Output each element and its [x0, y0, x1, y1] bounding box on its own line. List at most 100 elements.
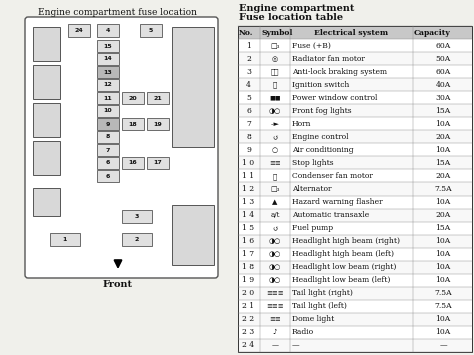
Text: —: — [292, 342, 300, 349]
Bar [97, 92, 119, 104]
Bar [122, 92, 144, 104]
Text: 1: 1 [63, 237, 67, 242]
Text: 6: 6 [246, 107, 251, 115]
Text: 10A: 10A [436, 120, 451, 128]
Text: Symbol: Symbol [261, 28, 292, 37]
Text: 15A: 15A [436, 107, 451, 115]
Text: 3: 3 [246, 68, 251, 76]
Text: No.: No. [239, 28, 254, 37]
Bar [238, 52, 472, 65]
Text: ◑○: ◑○ [269, 276, 281, 284]
Text: 1 9: 1 9 [242, 276, 255, 284]
Text: 4: 4 [106, 28, 110, 33]
Bar [97, 131, 119, 143]
Bar [33, 65, 60, 99]
Text: 12: 12 [104, 82, 112, 87]
Bar [140, 24, 162, 37]
Bar [97, 105, 119, 117]
Text: 2 3: 2 3 [242, 328, 255, 337]
Bar [238, 117, 472, 130]
Text: 9: 9 [246, 146, 251, 154]
Text: 11: 11 [104, 95, 112, 100]
Bar [238, 78, 472, 91]
Text: 1 6: 1 6 [242, 237, 255, 245]
Text: –►: –► [271, 120, 280, 128]
Text: ◑○: ◑○ [269, 250, 281, 258]
Text: 18: 18 [128, 121, 137, 126]
Text: Engine compartment: Engine compartment [239, 4, 355, 13]
Text: 9: 9 [106, 121, 110, 126]
Bar [147, 157, 169, 169]
Text: 15A: 15A [436, 159, 451, 167]
Text: 1 7: 1 7 [242, 250, 255, 258]
Text: Front: Front [103, 280, 133, 289]
Text: ▲: ▲ [272, 198, 278, 206]
Text: 20A: 20A [436, 211, 451, 219]
Text: Tail light (right): Tail light (right) [292, 289, 353, 297]
Text: Engine control: Engine control [292, 133, 348, 141]
Text: 10A: 10A [436, 263, 451, 271]
Text: Headlight low beam (right): Headlight low beam (right) [292, 263, 396, 271]
Text: 4: 4 [246, 81, 251, 89]
Text: 10A: 10A [436, 198, 451, 206]
Text: ≡≡: ≡≡ [269, 315, 281, 323]
Bar [97, 66, 119, 78]
Text: ○: ○ [272, 146, 278, 154]
Text: Headlight high beam (left): Headlight high beam (left) [292, 250, 394, 258]
Text: ♪: ♪ [273, 328, 277, 337]
Bar [33, 103, 60, 137]
Text: 7: 7 [106, 147, 110, 153]
Text: Fuel pump: Fuel pump [292, 224, 333, 232]
Text: ★: ★ [273, 172, 277, 180]
Text: □₃: □₃ [270, 42, 280, 50]
Text: Radiator fan motor: Radiator fan motor [292, 55, 365, 62]
Text: 24: 24 [74, 28, 83, 33]
Bar [122, 157, 144, 169]
Bar [97, 40, 119, 52]
Text: Automatic transaxle: Automatic transaxle [292, 211, 369, 219]
Text: 3: 3 [135, 214, 139, 219]
Bar [97, 118, 119, 130]
Text: 10A: 10A [436, 328, 451, 337]
Text: ◼◼: ◼◼ [269, 94, 281, 102]
Text: 2 2: 2 2 [242, 315, 255, 323]
Text: 60A: 60A [436, 68, 451, 76]
Text: Front fog lights: Front fog lights [292, 107, 352, 115]
Text: 20A: 20A [436, 133, 451, 141]
Text: 13: 13 [104, 70, 112, 75]
Text: 7.5A: 7.5A [434, 185, 452, 193]
Text: □₃: □₃ [270, 185, 280, 193]
Text: 10A: 10A [436, 250, 451, 258]
Text: 8: 8 [246, 133, 251, 141]
Bar [147, 92, 169, 104]
Bar [238, 196, 472, 208]
Text: Air conditioning: Air conditioning [292, 146, 354, 154]
Bar [238, 182, 472, 196]
Text: ↺: ↺ [272, 224, 278, 232]
Text: 6: 6 [106, 160, 110, 165]
Text: 20: 20 [128, 95, 137, 100]
Text: Hazard warning flasher: Hazard warning flasher [292, 198, 383, 206]
Text: 1 8: 1 8 [242, 263, 255, 271]
Text: 1 2: 1 2 [242, 185, 255, 193]
Text: 10A: 10A [436, 276, 451, 284]
Bar [238, 208, 472, 222]
Bar [238, 130, 472, 143]
Text: 10A: 10A [436, 146, 451, 154]
Text: 6: 6 [106, 174, 110, 179]
Text: 40A: 40A [436, 81, 451, 89]
Bar [122, 233, 152, 246]
Text: ◎: ◎ [272, 55, 278, 62]
Bar [238, 26, 472, 39]
Text: 8: 8 [106, 135, 110, 140]
Text: Engine compartment fuse location: Engine compartment fuse location [38, 8, 198, 17]
Text: ≋: ≋ [273, 81, 277, 89]
Text: 2: 2 [135, 237, 139, 242]
Text: Headlight low beam (left): Headlight low beam (left) [292, 276, 391, 284]
Bar [50, 233, 80, 246]
Text: Headlight high beam (right): Headlight high beam (right) [292, 237, 400, 245]
Bar [238, 169, 472, 182]
Text: Condenser fan motor: Condenser fan motor [292, 172, 373, 180]
Text: ≡≡: ≡≡ [269, 159, 281, 167]
Text: 1 5: 1 5 [242, 224, 255, 232]
